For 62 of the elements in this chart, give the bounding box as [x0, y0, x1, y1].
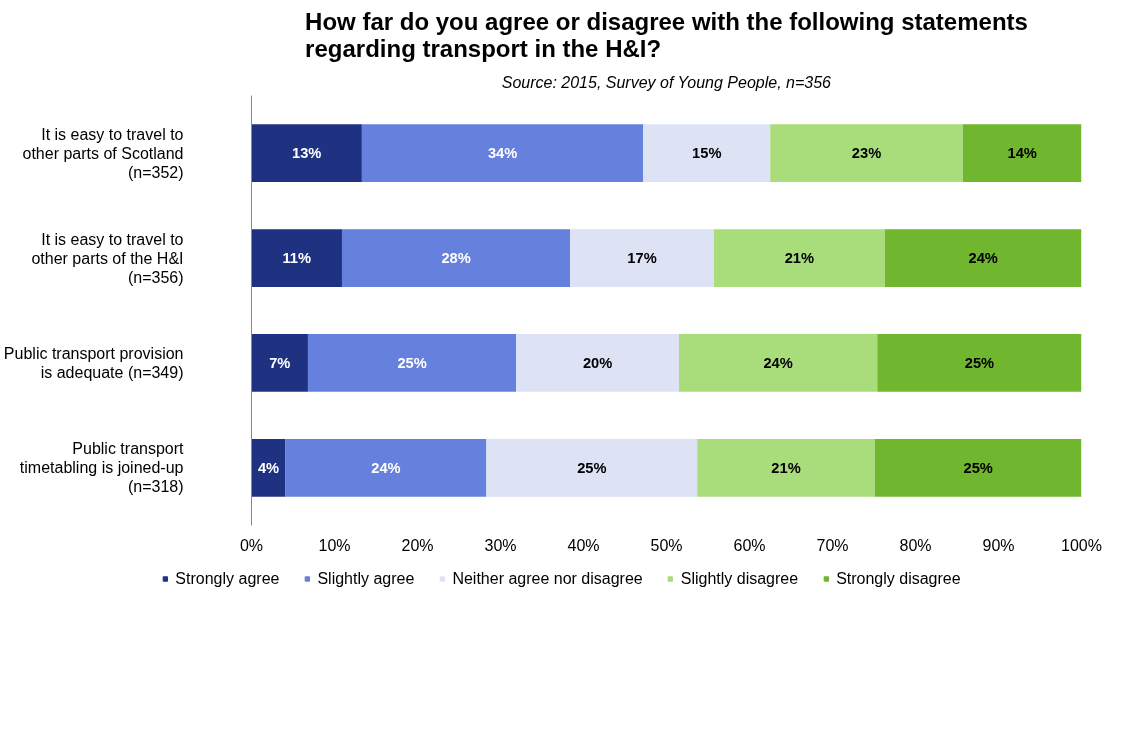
legend-label: Slightly disagree	[680, 569, 799, 588]
y-tick-label: Public transport provision is adequate (n=349)	[3, 344, 184, 381]
x-tick-label: 80%	[899, 536, 932, 554]
legend-label: Slightly agree	[317, 569, 415, 588]
bar	[251, 124, 362, 183]
bar	[884, 229, 1082, 287]
data-label: 14%	[1007, 145, 1037, 162]
bar	[285, 438, 487, 497]
legend-label: Strongly disagree	[836, 569, 961, 588]
bar	[643, 124, 771, 183]
bar	[307, 334, 517, 392]
data-label: 21%	[771, 459, 801, 476]
data-label: 15%	[692, 145, 722, 162]
bar	[874, 438, 1082, 497]
data-label: 17%	[627, 250, 657, 267]
bar	[251, 438, 286, 497]
x-tick-label: 0%	[239, 536, 264, 554]
data-label: 28%	[441, 250, 471, 267]
legend-label: Neither agree nor disagree	[452, 569, 643, 588]
x-tick-label: 60%	[733, 536, 766, 554]
bar	[251, 334, 308, 392]
x-tick-label: 20%	[401, 536, 434, 554]
data-label: 23%	[851, 145, 882, 162]
x-tick-label: 90%	[982, 536, 1015, 554]
legend-label: Strongly agree	[175, 569, 280, 588]
data-label: 24%	[371, 459, 401, 476]
bar	[486, 438, 698, 497]
x-tick-label: 50%	[650, 536, 683, 554]
data-label: 25%	[963, 459, 993, 476]
data-label: 24%	[763, 354, 793, 371]
x-tick-label: 100%	[1061, 536, 1102, 554]
bar	[713, 229, 885, 287]
chart-title: How far do you agree or disagree with the following statements regarding transport in the H&I?	[305, 7, 1028, 62]
x-tick-label: 40%	[567, 536, 600, 554]
bar	[678, 334, 878, 392]
bar	[516, 334, 679, 392]
data-label: 13%	[292, 145, 322, 162]
bar	[251, 229, 342, 287]
bar	[697, 438, 875, 497]
x-tick-label: 70%	[816, 536, 849, 554]
bar	[877, 334, 1082, 392]
data-label: 25%	[577, 459, 607, 476]
bar	[570, 229, 714, 287]
y-tick-label: It is easy to travel to other parts of Scotland (n=352)	[22, 125, 184, 181]
x-tick-label: 30%	[484, 536, 517, 554]
data-label: 20%	[582, 354, 613, 371]
data-label: 25%	[964, 354, 995, 371]
y-tick-label: Public transport timetabling is joined-up (n=318)	[19, 440, 185, 496]
data-label: 4%	[257, 459, 280, 476]
data-label: 25%	[397, 354, 427, 371]
data-label: 24%	[968, 250, 998, 267]
chart-subtitle: Source: 2015, Survey of Young People, n=356	[501, 73, 832, 91]
bar	[770, 124, 963, 183]
y-tick-label: It is easy to travel to other parts of the H&I (n=356)	[31, 230, 184, 286]
bar	[962, 124, 1082, 183]
x-tick-label: 10%	[318, 536, 351, 554]
data-label: 7%	[269, 354, 291, 371]
data-label: 21%	[784, 250, 814, 267]
bar	[361, 124, 644, 183]
bar	[341, 229, 571, 287]
data-label: 34%	[487, 145, 518, 162]
data-label: 11%	[282, 250, 311, 267]
